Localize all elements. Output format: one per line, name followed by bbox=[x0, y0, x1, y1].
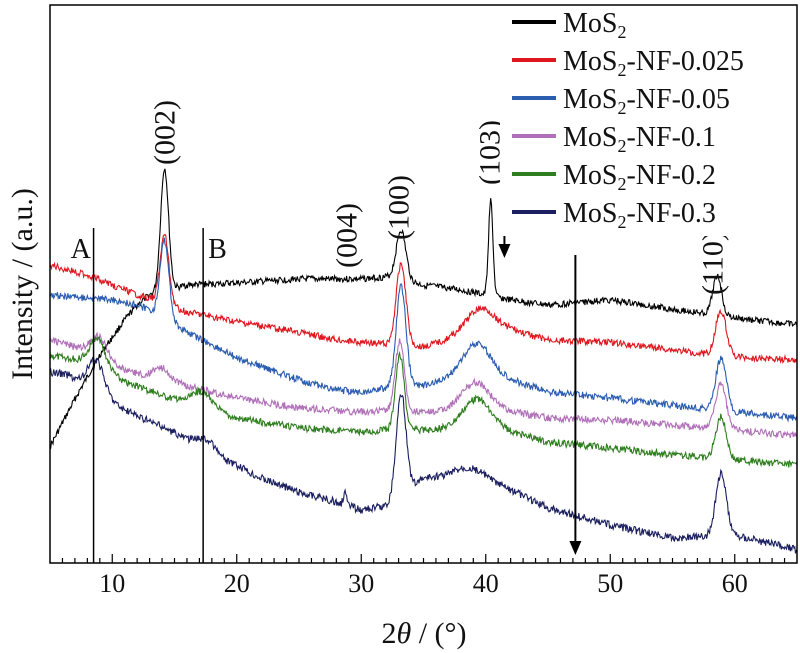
x-axis: 10 20 30 40 50 60 bbox=[61, 554, 786, 598]
x-tick-label: 20 bbox=[224, 569, 250, 598]
series-line-3 bbox=[49, 331, 798, 439]
marker-label-a: A bbox=[71, 234, 92, 265]
series-line-2 bbox=[49, 237, 798, 423]
legend-label-5: MoS2-NF-0.3 bbox=[563, 198, 716, 232]
trend-arrow-head-0 bbox=[498, 244, 511, 258]
trend-arrow-head-1 bbox=[569, 541, 582, 555]
x-tick-label: 30 bbox=[348, 569, 374, 598]
series-line-1 bbox=[49, 233, 798, 364]
legend-label-1: MoS2-NF-0.025 bbox=[563, 46, 744, 80]
y-axis-label: Intensity / (a.u.) bbox=[6, 188, 39, 380]
legend-label-0: MoS2 bbox=[563, 8, 626, 42]
legend-label-4: MoS2-NF-0.2 bbox=[563, 160, 716, 194]
peak-label: (002) bbox=[149, 100, 182, 165]
legend-background bbox=[500, 6, 796, 236]
x-tick-label: 50 bbox=[597, 569, 623, 598]
series-line-4 bbox=[49, 336, 798, 468]
x-tick-label: 60 bbox=[722, 569, 748, 598]
peak-label: (100) bbox=[383, 175, 416, 240]
legend: MoS2 MoS2-NF-0.025 MoS2-NF-0.05 MoS2-NF-0.1… bbox=[500, 6, 796, 236]
x-tick-label: 10 bbox=[99, 569, 125, 598]
peak-label: (004) bbox=[330, 203, 363, 268]
series-line-0 bbox=[49, 168, 798, 450]
marker-label-b: B bbox=[208, 234, 227, 265]
x-axis-label: 2θ / (°) bbox=[381, 617, 466, 650]
legend-label-2: MoS2-NF-0.05 bbox=[563, 84, 730, 118]
legend-label-3: MoS2-NF-0.1 bbox=[563, 122, 716, 156]
series-layer bbox=[49, 168, 798, 554]
x-tick-label: 40 bbox=[473, 569, 499, 598]
label-layer: (002)(004) (100)(103)(110) bbox=[149, 100, 730, 295]
series-line-5 bbox=[49, 356, 798, 554]
peak-label: (110) bbox=[696, 231, 729, 295]
